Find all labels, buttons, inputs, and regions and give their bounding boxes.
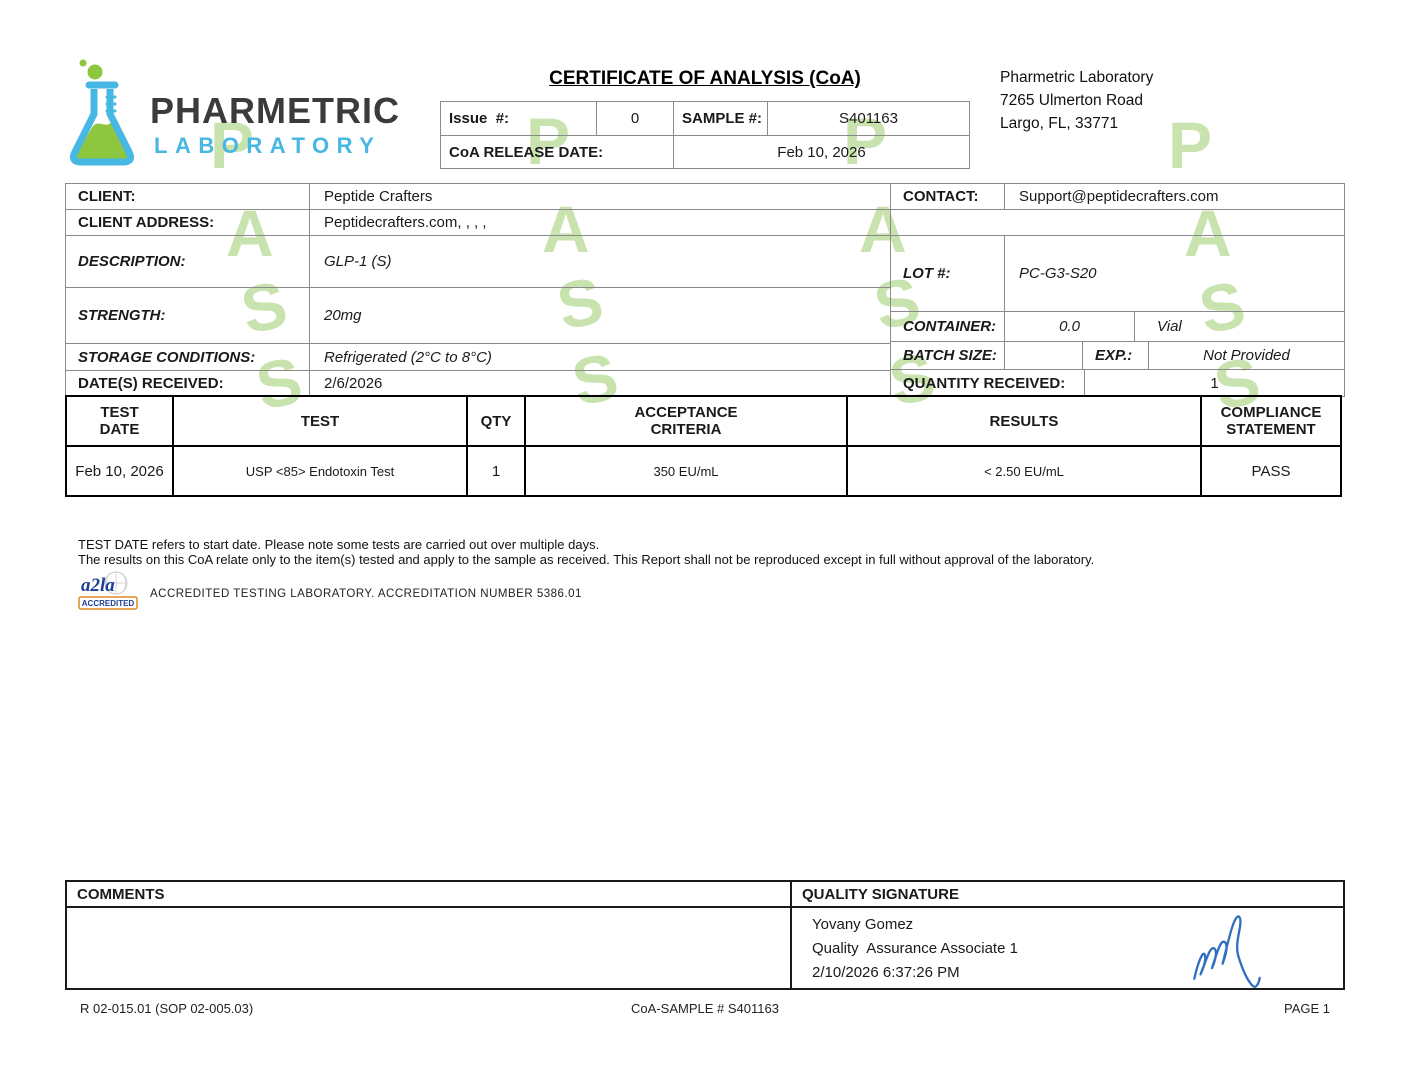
test-results-table: TEST DATE TEST QTY ACCEPTANCE CRITERIA R… — [65, 395, 1342, 497]
note-line-1: TEST DATE refers to start date. Please n… — [78, 537, 600, 552]
watermark-letter: P — [1168, 108, 1213, 182]
comments-signature-table: COMMENTS QUALITY SIGNATURE Yovany Gomez … — [65, 880, 1345, 990]
date-received-value: 2/6/2026 — [309, 371, 891, 396]
exp-label: EXP.: — [1082, 342, 1148, 369]
client-address-value: Peptidecrafters.com, , , , — [309, 210, 891, 235]
client-info-table: CLIENT: Peptide Crafters CLIENT ADDRESS:… — [65, 183, 891, 397]
col-header-acceptance-criteria-text: ACCEPTANCE CRITERIA — [634, 404, 738, 438]
storage-conditions-label: STORAGE CONDITIONS: — [78, 348, 256, 366]
test-row-result: < 2.50 EU/mL — [846, 445, 1200, 495]
client-value: Peptide Crafters — [309, 184, 891, 209]
quality-signature-header: QUALITY SIGNATURE — [792, 882, 1343, 908]
release-date-value: Feb 10, 2026 — [673, 136, 969, 168]
col-header-test-date: TEST DATE — [67, 397, 172, 445]
a2la-accredited-icon: a2la ACCREDITED — [78, 570, 140, 617]
signer-name: Yovany Gomez — [812, 916, 914, 933]
watermark-letter: A — [859, 192, 907, 266]
contact-label: CONTACT: — [903, 188, 979, 205]
empty-row — [891, 210, 1344, 235]
storage-conditions-value: Refrigerated (2°C to 8°C) — [309, 344, 891, 370]
container-value: 0.0 — [1004, 312, 1134, 341]
col-header-compliance-statement: COMPLIANCE STATEMENT — [1200, 397, 1340, 445]
comments-body — [67, 908, 790, 913]
lot-number-value: PC-G3-S20 — [1004, 236, 1344, 311]
signature-scribble — [1184, 908, 1270, 997]
strength-value: 20mg — [309, 288, 891, 343]
release-date-label: CoA RELEASE DATE: — [449, 143, 604, 161]
lab-address-line1: Pharmetric Laboratory — [1000, 69, 1154, 86]
issue-table: Issue #: 0 SAMPLE #: S401163 CoA RELEASE… — [440, 101, 970, 169]
accreditation-text: ACCREDITED TESTING LABORATORY. ACCREDITA… — [150, 587, 582, 600]
issue-number-label: Issue #: — [449, 110, 510, 127]
comments-header: COMMENTS — [67, 882, 790, 908]
client-address-label: CLIENT ADDRESS: — [78, 214, 215, 231]
accredited-badge-text: ACCREDITED — [82, 599, 135, 608]
lab-address-line2: 7265 Ulmerton Road — [1000, 92, 1144, 109]
brand-subname: LABORATORY — [154, 133, 382, 158]
document-title: CERTIFICATE OF ANALYSIS (CoA) — [549, 68, 861, 89]
batch-size-value — [1004, 342, 1082, 369]
test-row-name: USP <85> Endotoxin Test — [172, 445, 466, 495]
sample-number-label: SAMPLE #: — [673, 102, 767, 135]
footer-page-number: PAGE 1 — [1283, 1001, 1330, 1016]
sample-info-table: CONTACT: Support@peptidecrafters.com LOT… — [890, 183, 1345, 397]
brand-name: PHARMETRIC — [150, 90, 400, 131]
accreditation: a2la ACCREDITED ACCREDITED TESTING LABOR… — [78, 570, 582, 617]
lab-address: Pharmetric Laboratory 7265 Ulmerton Road… — [1000, 66, 1153, 135]
signature-datetime: 2/10/2026 6:37:26 PM — [812, 964, 960, 981]
watermark-letter: P — [843, 104, 888, 178]
lot-number-label: LOT #: — [903, 265, 951, 282]
col-header-results: RESULTS — [846, 397, 1200, 445]
watermark-letter: A — [542, 192, 590, 266]
test-row-qty: 1 — [466, 445, 524, 495]
issue-number-value: 0 — [596, 102, 673, 135]
container-label: CONTAINER: — [903, 318, 997, 335]
col-header-compliance-statement-text: COMPLIANCE STATEMENT — [1220, 404, 1322, 438]
watermark-letter: A — [1184, 196, 1232, 270]
watermark-letter: A — [226, 196, 274, 270]
test-row-criteria: 350 EU/mL — [524, 445, 846, 495]
signer-role: Quality Assurance Associate 1 — [812, 940, 1018, 957]
watermark-letter: P — [210, 108, 255, 182]
flask-logo-icon — [56, 56, 148, 176]
col-header-acceptance-criteria: ACCEPTANCE CRITERIA — [524, 397, 846, 445]
container-unit: Vial — [1134, 312, 1344, 341]
footer-sample-number: CoA-SAMPLE # S401163 — [631, 1001, 779, 1016]
issue-row: Issue #: 0 SAMPLE #: S401163 — [441, 102, 969, 135]
sample-number-value: S401163 — [767, 102, 969, 135]
client-label: CLIENT: — [78, 188, 136, 205]
col-header-test: TEST — [172, 397, 466, 445]
strength-label: STRENGTH: — [78, 307, 166, 324]
note-line-2: The results on this CoA relate only to t… — [78, 552, 1095, 567]
footer-form-number: R 02-015.01 (SOP 02-005.03) — [80, 1001, 254, 1016]
a2la-logo-text: a2la — [81, 575, 115, 596]
quantity-received-label: QUANTITY RECEIVED: — [903, 374, 1066, 392]
description-label: DESCRIPTION: — [78, 253, 186, 270]
date-received-label: DATE(S) RECEIVED: — [78, 375, 224, 392]
comments-section: COMMENTS — [67, 882, 792, 988]
test-row-compliance: PASS — [1200, 445, 1340, 495]
contact-value: Support@peptidecrafters.com — [1004, 184, 1344, 209]
exp-value: Not Provided — [1148, 342, 1344, 369]
notes: TEST DATE refers to start date. Please n… — [78, 537, 1094, 567]
quantity-received-value: 1 — [1084, 370, 1344, 396]
batch-size-label: BATCH SIZE: — [903, 347, 997, 364]
test-row-date: Feb 10, 2026 — [67, 445, 172, 495]
description-value: GLP-1 (S) — [309, 236, 891, 287]
col-header-test-date-text: TEST DATE — [99, 404, 140, 438]
watermark-letter: P — [526, 104, 571, 178]
col-header-qty: QTY — [466, 397, 524, 445]
release-date-row: CoA RELEASE DATE: Feb 10, 2026 — [441, 135, 969, 168]
lab-address-line3: Largo, FL, 33771 — [1000, 115, 1119, 132]
quality-signature-section: QUALITY SIGNATURE Yovany Gomez Quality A… — [792, 882, 1343, 988]
